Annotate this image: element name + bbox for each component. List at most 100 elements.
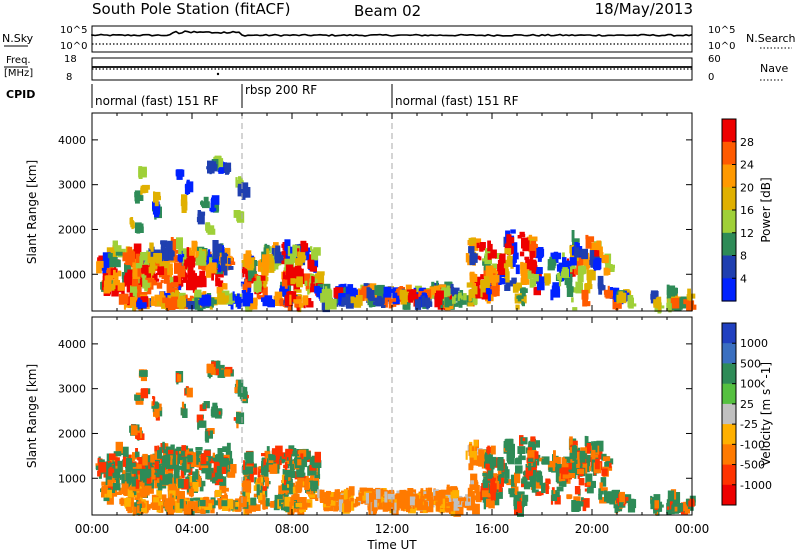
data-cell (551, 490, 557, 501)
data-cell (224, 283, 228, 290)
data-cell (503, 462, 507, 470)
data-cell (136, 505, 141, 514)
data-cell (182, 248, 187, 254)
data-cell (292, 272, 296, 281)
data-cell (458, 292, 462, 299)
data-cell (138, 269, 143, 275)
data-cell (221, 466, 227, 474)
data-cell (106, 494, 114, 505)
data-cell (446, 486, 453, 494)
data-cell (290, 278, 296, 285)
colorbar-tick-label: 8 (740, 250, 747, 263)
data-cell (225, 293, 233, 305)
data-cell (586, 258, 591, 269)
data-cell (273, 500, 280, 511)
data-cell (308, 494, 316, 498)
data-cell (135, 451, 140, 458)
data-cell (139, 166, 147, 178)
data-cell (514, 478, 517, 487)
data-cell (139, 503, 142, 512)
data-cell (264, 452, 271, 457)
data-cell (215, 489, 222, 497)
data-cell (314, 451, 321, 463)
data-cell (113, 451, 122, 457)
data-cell (453, 291, 461, 300)
data-cell (175, 169, 179, 177)
data-cell (120, 497, 124, 506)
data-cell (222, 446, 229, 452)
data-cell (388, 298, 397, 302)
data-cell (600, 487, 608, 491)
data-cell (142, 279, 147, 289)
data-cell (172, 239, 180, 248)
data-cell (532, 477, 535, 485)
data-cell (157, 266, 165, 275)
data-cell (577, 469, 585, 475)
data-cell (103, 497, 110, 502)
data-cell (554, 491, 560, 498)
data-cell (315, 473, 320, 483)
data-cell (522, 494, 529, 502)
colorbar-swatch (722, 187, 736, 211)
data-cell (117, 282, 125, 291)
data-cell (572, 440, 578, 445)
data-cell (97, 470, 101, 477)
data-cell (153, 193, 161, 197)
data-cell (177, 265, 186, 278)
data-cell (141, 508, 147, 513)
data-cell (519, 231, 525, 238)
data-cell (572, 238, 580, 243)
data-cell (316, 471, 319, 475)
data-cell (317, 275, 325, 286)
data-cell (130, 279, 137, 286)
data-cell (220, 456, 224, 464)
data-cell (527, 450, 535, 462)
data-cell (470, 473, 478, 486)
data-cell (218, 296, 222, 302)
data-cell (243, 480, 252, 490)
data-cell (668, 285, 676, 297)
data-cell (425, 301, 433, 307)
data-cell (114, 468, 121, 477)
data-cell (260, 486, 267, 491)
data-cell (284, 475, 288, 486)
data-cell (177, 169, 184, 177)
data-cell (517, 295, 522, 302)
data-cell (519, 251, 525, 257)
data-cell (354, 297, 362, 304)
colorbar-swatch (722, 343, 736, 364)
data-cell (536, 471, 543, 483)
data-cell (138, 495, 143, 501)
data-cell (113, 248, 118, 259)
data-cell (513, 254, 516, 263)
data-cell (207, 499, 214, 504)
data-cell (529, 250, 536, 258)
data-cell (182, 456, 189, 463)
data-cell (606, 491, 612, 500)
data-cell (218, 501, 223, 508)
data-cell (295, 300, 301, 304)
colorbar-tick-label: 25 (740, 398, 754, 411)
data-cell (672, 492, 681, 504)
data-cell (147, 252, 151, 263)
data-cell (489, 456, 497, 467)
data-cell (573, 446, 577, 459)
data-cell (215, 271, 219, 282)
data-cell (615, 301, 622, 309)
data-cell (200, 262, 207, 266)
data-cell (569, 257, 577, 266)
data-cell (469, 289, 476, 298)
data-cell (576, 256, 584, 266)
data-cell (683, 501, 687, 512)
data-cell (517, 501, 523, 514)
data-cell (259, 487, 263, 497)
data-cell (265, 244, 270, 251)
data-cell (385, 503, 391, 512)
data-cell (196, 414, 204, 423)
data-cell (178, 272, 182, 284)
data-cell (329, 500, 336, 506)
data-cell (457, 505, 464, 516)
data-cell (187, 247, 192, 259)
data-cell (312, 276, 315, 283)
data-cell (166, 298, 174, 310)
